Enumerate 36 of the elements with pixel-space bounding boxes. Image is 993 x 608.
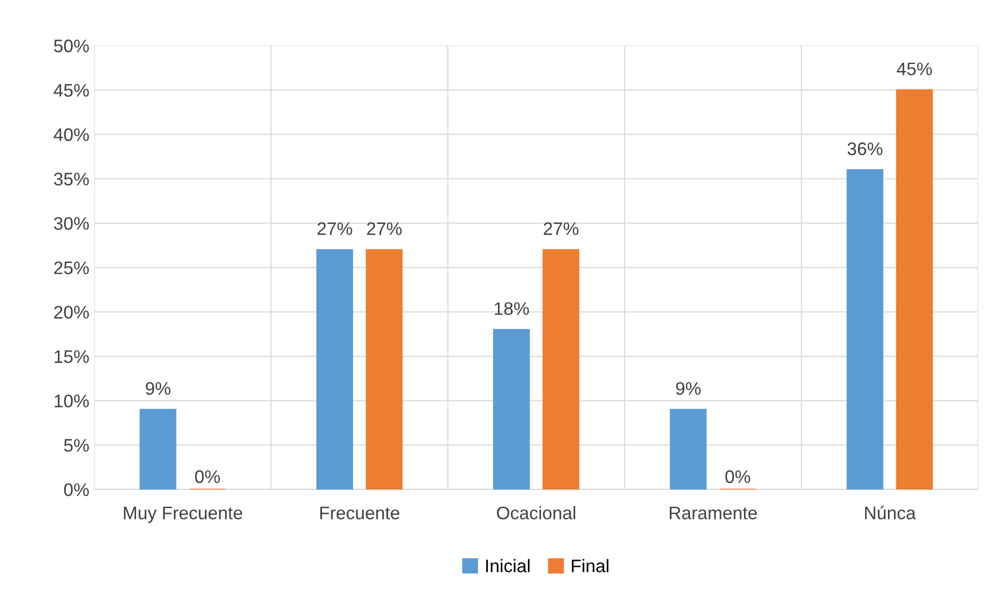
y-tick-label: 15% (54, 350, 89, 364)
bar (896, 89, 933, 490)
bar (846, 169, 884, 490)
y-tick-label: 5% (64, 439, 89, 452)
data-label: 27% (367, 222, 402, 236)
bar (316, 249, 354, 490)
bar (493, 328, 530, 490)
y-tick-label: 0% (64, 483, 89, 496)
bar (366, 249, 403, 490)
legend-label: Final (572, 559, 608, 572)
data-label: 36% (848, 142, 882, 156)
data-label: 27% (318, 222, 352, 236)
bar (140, 408, 176, 490)
data-label: 9% (676, 382, 701, 395)
legend-label: Inicial (486, 559, 530, 572)
data-label: 9% (146, 382, 170, 395)
y-tick-label: 20% (54, 306, 89, 319)
y-tick-label: 35% (54, 172, 89, 186)
y-tick-label: 40% (54, 128, 89, 142)
data-label: 45% (896, 62, 932, 76)
x-tick-label: Ocacional (496, 506, 576, 520)
y-tick-label: 30% (54, 217, 89, 230)
y-tick-label: 50% (54, 40, 89, 52)
data-label: 0% (195, 470, 220, 484)
data-label: 0% (725, 470, 750, 484)
y-tick-label: 10% (54, 394, 89, 408)
bar (542, 249, 580, 490)
data-label: 27% (544, 222, 578, 236)
x-tick-label: Frecuente (320, 506, 400, 520)
y-tick-label: 45% (54, 84, 89, 97)
x-tick-label: Raramente (670, 506, 757, 520)
data-label: 18% (494, 302, 529, 315)
y-tick-label: 25% (54, 261, 89, 274)
x-tick-label: Núnca (865, 506, 916, 520)
bar (670, 408, 707, 490)
x-tick-label: Muy Frecuente (124, 506, 242, 523)
